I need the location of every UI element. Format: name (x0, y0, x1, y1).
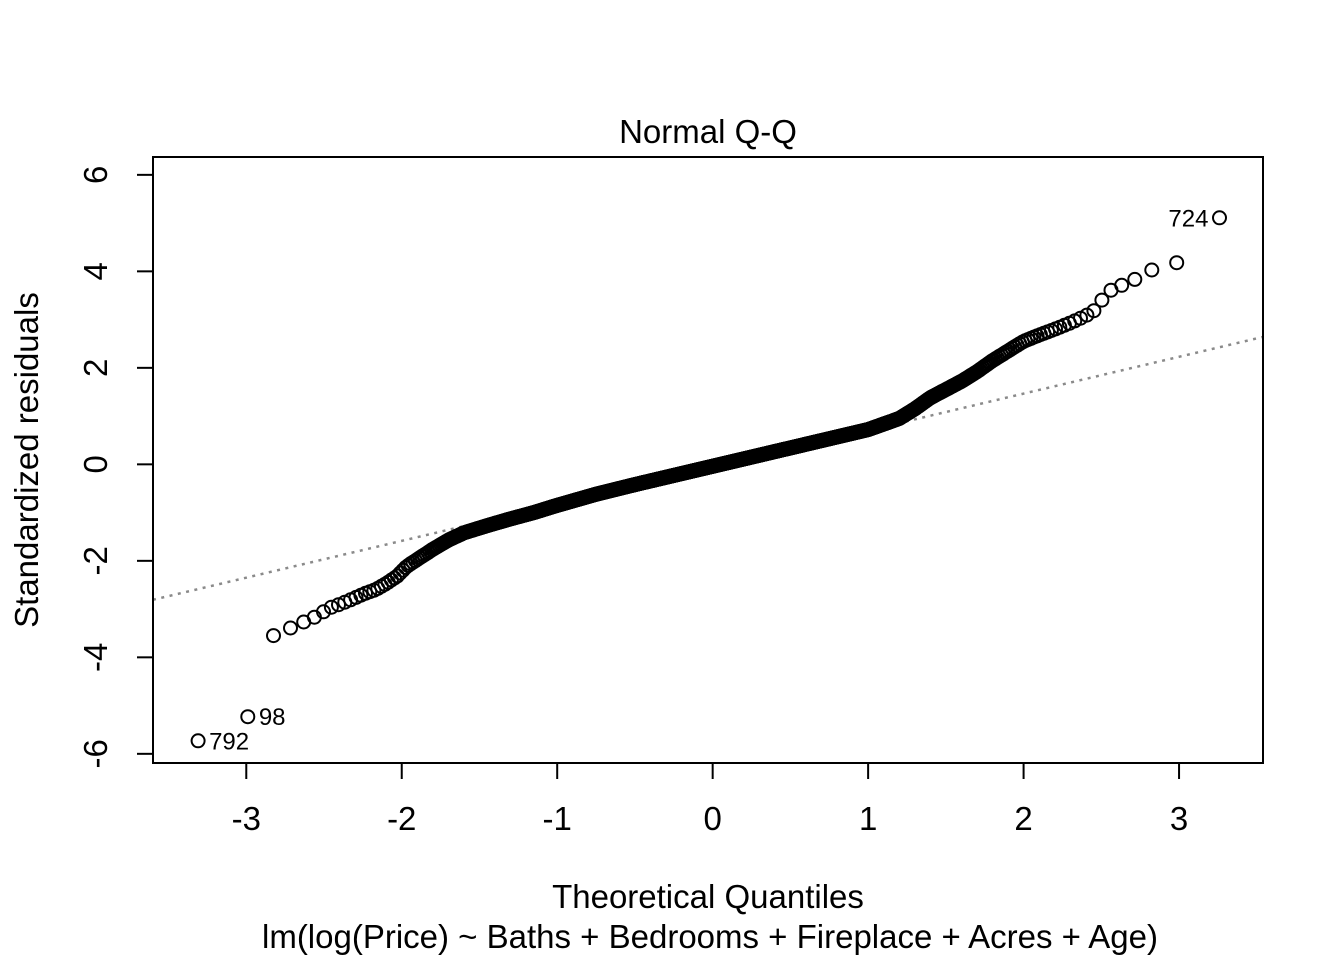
qq-point (1114, 277, 1130, 293)
chart-title: Normal Q-Q (619, 113, 797, 150)
axes-layer: -3 -2 -1 0 1 2 3 -6 -4 -2 0 2 4 6 (77, 166, 1188, 837)
model-sub-caption: lm(log(Price) ~ Baths + Bedrooms + Firep… (262, 918, 1158, 955)
outlier-label: 98 (259, 704, 286, 731)
y-tick-label: -6 (77, 739, 114, 768)
plot-border (152, 156, 1264, 764)
outlier-label: 724 (1168, 205, 1208, 232)
x-tick-label: -2 (387, 800, 416, 837)
qq-point (240, 709, 256, 725)
y-tick-label: 4 (77, 262, 114, 280)
qq-point (1086, 303, 1102, 319)
outlier-labels-layer: 792 98 724 (209, 205, 1208, 755)
x-tick-label: -1 (543, 800, 572, 837)
qq-point (190, 733, 206, 749)
qq-point (1094, 292, 1110, 308)
x-tick-label: 0 (703, 800, 721, 837)
y-tick-label: 2 (77, 359, 114, 377)
x-tick-label: 1 (859, 800, 877, 837)
qq-point (1169, 255, 1185, 271)
x-tick-label: 3 (1170, 800, 1188, 837)
y-tick-label: -2 (77, 546, 114, 575)
qq-point (266, 628, 281, 644)
qq-point (1144, 262, 1160, 278)
qq-point (283, 620, 298, 636)
y-tick-label: 6 (77, 166, 114, 184)
qq-point (323, 599, 339, 615)
qq-point (1127, 271, 1143, 287)
qq-points-layer (190, 210, 1227, 749)
y-tick-label: 0 (77, 455, 114, 473)
y-tick-label: -4 (77, 643, 114, 672)
y-axis-label: Standardized residuals (8, 292, 45, 628)
qq-point (1212, 210, 1227, 226)
outlier-label: 792 (209, 728, 249, 755)
qq-point (316, 604, 331, 620)
x-tick-label: -3 (232, 800, 261, 837)
x-tick-label: 2 (1014, 800, 1032, 837)
x-axis-label: Theoretical Quantiles (552, 878, 864, 915)
